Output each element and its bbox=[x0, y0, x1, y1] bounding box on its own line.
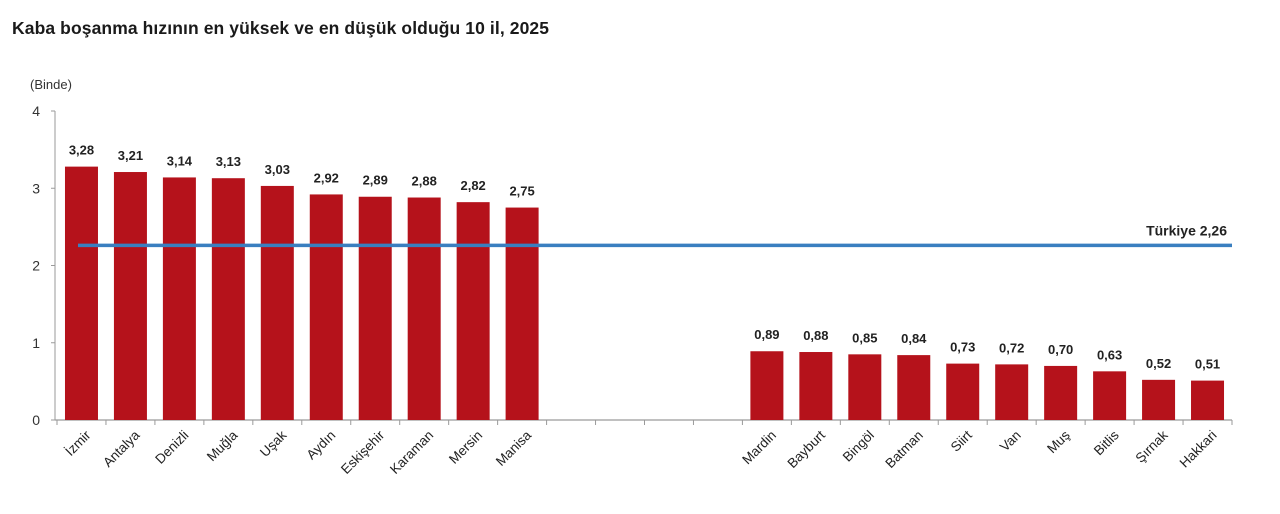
bar bbox=[505, 207, 539, 420]
bar-value-label: 0,63 bbox=[1097, 347, 1122, 362]
bar-value-label: 0,70 bbox=[1048, 342, 1073, 357]
bar bbox=[358, 196, 392, 420]
bar bbox=[1044, 365, 1078, 420]
category-label: Eskişehir bbox=[338, 427, 388, 477]
category-label: Mersin bbox=[446, 428, 485, 467]
category-label: Siirt bbox=[948, 427, 975, 454]
bar bbox=[211, 178, 245, 420]
bar-value-label: 0,73 bbox=[950, 340, 975, 355]
bar-value-label: 2,89 bbox=[363, 173, 388, 188]
bar bbox=[113, 172, 147, 420]
y-axis-unit-label: (Binde) bbox=[30, 77, 72, 92]
bar bbox=[162, 177, 196, 420]
bar-value-label: 3,03 bbox=[265, 162, 290, 177]
chart-title: Kaba boşanma hızının en yüksek ve en düş… bbox=[12, 18, 550, 38]
category-label: Manisa bbox=[493, 427, 535, 469]
bars bbox=[64, 166, 1225, 420]
category-label: Karaman bbox=[387, 428, 436, 477]
bar-value-label: 0,52 bbox=[1146, 356, 1171, 371]
bar-value-label: 3,14 bbox=[167, 153, 193, 168]
bar bbox=[848, 354, 882, 420]
bar bbox=[995, 364, 1029, 420]
bar-value-label: 2,82 bbox=[460, 178, 485, 193]
category-label: Mardin bbox=[739, 428, 779, 468]
category-label: İzmir bbox=[62, 427, 94, 459]
category-label: Bitlis bbox=[1091, 427, 1122, 458]
category-label: Bayburt bbox=[784, 427, 828, 471]
bar bbox=[260, 185, 294, 420]
bar-value-label: 3,28 bbox=[69, 143, 94, 158]
bar bbox=[1191, 380, 1225, 420]
bar-value-label: 2,92 bbox=[314, 170, 339, 185]
bar bbox=[456, 202, 490, 420]
category-label: Batman bbox=[882, 428, 926, 472]
bar-value-label: 2,88 bbox=[412, 174, 437, 189]
y-tick-label: 3 bbox=[32, 180, 40, 196]
category-label: Şırnak bbox=[1132, 427, 1170, 465]
category-label: Muğla bbox=[204, 427, 241, 464]
bar-value-label: 3,13 bbox=[216, 154, 241, 169]
bar-value-label: 0,84 bbox=[901, 331, 927, 346]
bar-value-label: 0,51 bbox=[1195, 357, 1220, 372]
bar-value-label: 3,21 bbox=[118, 148, 143, 163]
axes: 0 1 2 3 4 bbox=[32, 103, 1233, 428]
y-tick-label: 2 bbox=[32, 258, 40, 274]
y-tick-label: 0 bbox=[32, 412, 40, 428]
y-tick-label: 1 bbox=[32, 335, 40, 351]
bar-value-label: 2,75 bbox=[509, 184, 534, 199]
bar-value-label: 0,72 bbox=[999, 340, 1024, 355]
category-label: Aydın bbox=[304, 428, 339, 463]
bar bbox=[897, 355, 931, 420]
category-label: Antalya bbox=[100, 427, 143, 470]
bar bbox=[1093, 371, 1127, 420]
bar bbox=[407, 197, 441, 420]
bar-value-label: 0,85 bbox=[852, 330, 877, 345]
value-labels: 3,28 3,21 3,14 3,13 3,03 2,92 2,89 2,88 2,82 2,75… bbox=[69, 143, 1220, 372]
category-label: Uşak bbox=[257, 427, 290, 460]
category-label: Bingöl bbox=[840, 428, 877, 465]
bar bbox=[309, 194, 343, 420]
bar-value-label: 0,88 bbox=[803, 328, 828, 343]
reference-line-label: Türkiye 2,26 bbox=[1146, 222, 1227, 238]
bar bbox=[799, 352, 833, 420]
category-label: Hakkari bbox=[1177, 428, 1220, 471]
category-label: Muş bbox=[1044, 427, 1073, 456]
bar bbox=[750, 351, 784, 420]
bar bbox=[946, 363, 980, 420]
bar bbox=[64, 166, 98, 420]
category-label: Van bbox=[997, 428, 1024, 455]
y-tick-label: 4 bbox=[32, 103, 40, 119]
category-label: Denizli bbox=[152, 428, 191, 467]
reference-line: Türkiye 2,26 bbox=[78, 222, 1232, 248]
category-labels: İzmir Antalya Denizli Muğla Uşak Aydın Eskişeh… bbox=[62, 427, 1219, 477]
bar bbox=[1142, 379, 1176, 420]
bar-value-label: 0,89 bbox=[754, 327, 779, 342]
